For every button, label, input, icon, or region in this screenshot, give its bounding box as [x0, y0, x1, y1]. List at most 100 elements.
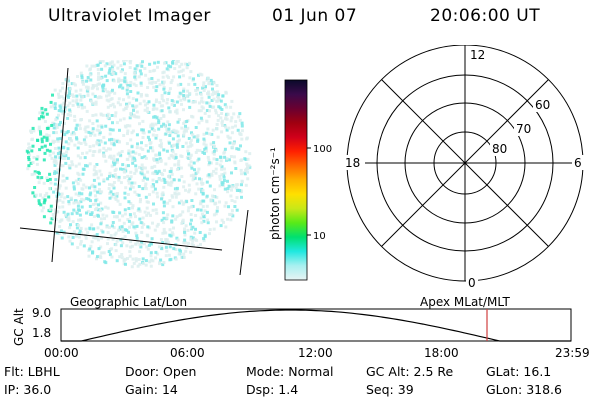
emission-pixel — [104, 124, 108, 128]
emission-pixel — [119, 64, 123, 68]
emission-pixel — [125, 102, 128, 106]
emission-pixel — [146, 225, 150, 229]
emission-pixel — [127, 151, 131, 155]
emission-pixel — [51, 213, 55, 216]
emission-pixel — [165, 149, 169, 153]
emission-pixel — [158, 83, 162, 87]
emission-pixel — [122, 108, 126, 112]
emission-pixel — [91, 92, 95, 96]
emission-pixel — [215, 127, 219, 131]
emission-pixel — [130, 244, 134, 248]
emission-pixel — [205, 210, 209, 214]
emission-pixel — [63, 130, 67, 134]
emission-pixel — [112, 163, 116, 167]
emission-pixel — [229, 194, 233, 198]
emission-pixel — [160, 124, 163, 128]
emission-pixel — [164, 162, 168, 166]
emission-pixel — [192, 243, 195, 247]
emission-pixel — [113, 169, 117, 172]
emission-pixel — [61, 82, 65, 85]
emission-pixel — [88, 227, 92, 231]
emission-pixel — [189, 164, 193, 168]
emission-pixel — [225, 117, 229, 121]
emission-pixel — [89, 134, 92, 137]
emission-pixel — [177, 201, 181, 205]
x-tick-0000: 00:00 — [44, 346, 79, 360]
emission-pixel — [92, 227, 95, 231]
emission-pixel — [154, 100, 158, 104]
emission-pixel — [196, 134, 200, 138]
emission-pixel — [71, 99, 75, 103]
emission-pixel — [189, 250, 193, 254]
emission-pixel — [57, 113, 60, 117]
emission-pixel — [185, 120, 189, 123]
emission-pixel — [119, 70, 123, 74]
emission-pixel — [191, 204, 195, 208]
emission-pixel — [219, 99, 223, 103]
emission-pixel — [53, 182, 57, 186]
auroral-emission-points — [25, 60, 252, 269]
emission-pixel — [126, 132, 129, 136]
emission-pixel — [49, 204, 53, 208]
emission-pixel — [105, 94, 108, 98]
emission-pixel — [88, 119, 92, 123]
emission-pixel — [108, 183, 111, 187]
emission-pixel — [43, 198, 47, 202]
emission-pixel — [142, 173, 146, 177]
emission-pixel — [140, 93, 143, 96]
emission-pixel — [161, 231, 165, 235]
emission-pixel — [67, 142, 71, 146]
emission-pixel — [151, 124, 155, 128]
timeline-frame — [60, 308, 572, 342]
emission-pixel — [214, 148, 218, 152]
emission-pixel — [92, 168, 96, 172]
emission-pixel — [103, 217, 106, 221]
emission-pixel — [71, 236, 75, 239]
emission-pixel — [165, 216, 169, 220]
emission-pixel — [181, 74, 185, 78]
emission-pixel — [184, 141, 188, 145]
emission-pixel — [60, 129, 64, 133]
emission-pixel — [110, 141, 113, 145]
emission-pixel — [93, 165, 97, 169]
emission-pixel — [80, 76, 84, 80]
emission-pixel — [96, 124, 100, 128]
emission-pixel — [211, 87, 214, 91]
emission-pixel — [106, 90, 110, 94]
emission-pixel — [138, 200, 142, 204]
emission-pixel — [121, 167, 125, 171]
emission-pixel — [194, 192, 198, 196]
emission-pixel — [135, 236, 139, 240]
emission-pixel — [113, 215, 116, 219]
emission-pixel — [58, 156, 62, 160]
emission-pixel — [99, 217, 103, 221]
emission-pixel — [115, 239, 119, 243]
emission-pixel — [96, 226, 100, 230]
emission-pixel — [49, 105, 53, 109]
emission-pixel — [129, 138, 133, 142]
status-seq: Seq: 39 — [366, 382, 414, 397]
emission-pixel — [27, 142, 31, 146]
emission-pixel — [146, 200, 150, 204]
emission-pixel — [171, 233, 175, 237]
emission-pixel — [139, 62, 143, 66]
emission-pixel — [118, 227, 122, 231]
emission-pixel — [123, 228, 127, 232]
emission-pixel — [175, 111, 179, 115]
emission-pixel — [160, 218, 164, 222]
emission-pixel — [129, 240, 133, 244]
emission-pixel — [138, 69, 142, 73]
emission-pixel — [221, 94, 225, 98]
emission-pixel — [114, 192, 118, 196]
emission-pixel — [88, 145, 92, 149]
emission-pixel — [75, 98, 79, 102]
emission-pixel — [134, 77, 138, 81]
emission-pixel — [112, 63, 116, 67]
emission-pixel — [167, 76, 170, 80]
emission-pixel — [89, 244, 93, 248]
emission-pixel — [222, 151, 226, 155]
emission-pixel — [146, 177, 149, 181]
emission-pixel — [162, 80, 166, 84]
emission-pixel — [62, 96, 66, 100]
emission-pixel — [78, 213, 82, 217]
